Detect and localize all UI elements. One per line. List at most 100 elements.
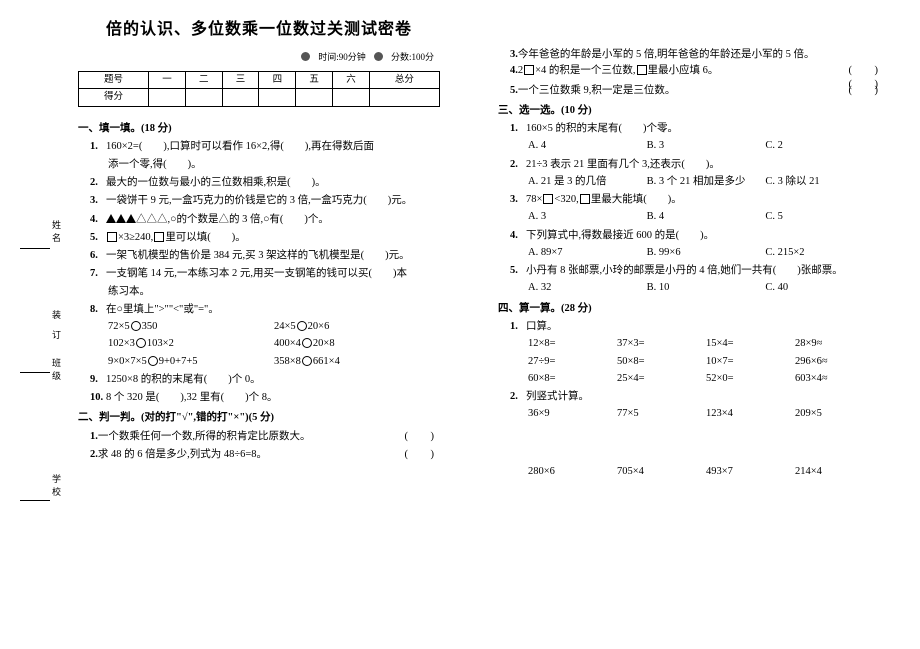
opt: A. 32: [528, 280, 647, 296]
c5-text: 小丹有 8 张邮票,小玲的邮票是小丹的 4 倍,她们一共有( )张邮票。: [526, 265, 843, 276]
score-table: 题号 一 二 三 四 五 六 总分 得分: [78, 71, 440, 107]
score-icon: [374, 52, 383, 61]
q4-text: △△△,○的个数是△的 3 倍,○有( )个。: [136, 214, 329, 225]
opt: A. 89×7: [528, 245, 647, 261]
c2-text: 21÷3 表示 21 里面有几个 3,还表示( )。: [526, 159, 720, 170]
vcalc-r2: 280×6705×4493×7214×4: [528, 464, 884, 480]
cell: 705×4: [617, 464, 706, 480]
opt: A. 3: [528, 209, 647, 225]
th: 五: [296, 71, 333, 89]
q8: 8.在○里填上">""<"或"="。: [90, 302, 440, 318]
box-icon: [543, 194, 553, 204]
j2: 2.求 48 的 6 倍是多少,列式为 48÷6=8。( ): [90, 447, 440, 463]
c3: 3.78×<320,里最大能填( )。: [510, 192, 884, 208]
q5: 5.×3≥240,里可以填( )。: [90, 230, 440, 246]
section-4-heading: 四、算一算。(28 分): [498, 301, 884, 317]
c2-opts: A. 21 是 3 的几倍B. 3 个 21 相加是多少C. 3 除以 21: [528, 174, 884, 190]
opt: C. 40: [765, 280, 884, 296]
expr: 72×5350: [108, 319, 274, 335]
c5: 5.小丹有 8 张邮票,小玲的邮票是小丹的 4 倍,她们一共有( )张邮票。: [510, 263, 884, 279]
meta-time: 时间:90分钟: [318, 52, 366, 62]
q7: 7.一支钢笔 14 元,一本练习本 2 元,用买一支钢笔的钱可以买( )本: [90, 266, 440, 282]
section-3-heading: 三、选一选。(10 分): [498, 103, 884, 119]
j5: 5.一个三位数乘 9,积一定是三位数。( ): [510, 83, 884, 99]
q5-text: ×3≥240,: [118, 232, 153, 243]
td: [369, 89, 439, 107]
q8-row3: 9×0×7×59+0+7+5 358×8661×4: [108, 354, 440, 370]
paren: ( ): [849, 63, 885, 79]
td: [185, 89, 222, 107]
opt: C. 2: [765, 138, 884, 154]
j4b: ×4 的积是一个三位数,: [535, 65, 635, 76]
box-icon: [154, 232, 164, 242]
box-icon: [524, 65, 534, 75]
c3b: <320,: [554, 194, 578, 205]
j2-text: 求 48 的 6 倍是多少,列式为 48÷6=8。: [98, 449, 267, 460]
cell: 603×4≈: [795, 371, 884, 387]
j4a: 2: [518, 65, 523, 76]
paren: ( ): [405, 447, 441, 463]
circle-icon: [131, 321, 141, 331]
grid-r1: 12×8=37×3=15×4=28×9≈: [528, 336, 884, 352]
q3-text: 一袋饼干 9 元,一盒巧克力的价钱是它的 3 倍,一盒巧克力( )元。: [106, 195, 412, 206]
opt: B. 3: [647, 138, 766, 154]
cell: 12×8=: [528, 336, 617, 352]
cell: 52×0=: [706, 371, 795, 387]
q2-text: 最大的一位数与最小的三位数相乘,积是( )。: [106, 177, 326, 188]
c4: 4.下列算式中,得数最接近 600 的是( )。: [510, 228, 884, 244]
c2: 2.21÷3 表示 21 里面有几个 3,还表示( )。: [510, 157, 884, 173]
expr: 400×420×8: [274, 336, 440, 352]
c3a: 78×: [526, 194, 542, 205]
q6-text: 一架飞机模型的售价是 384 元,买 3 架这样的飞机模型是( )元。: [106, 250, 410, 261]
j3: 3.今年爸爸的年龄是小军的 5 倍,明年爸爸的年龄还是小军的 5 倍。: [510, 47, 884, 63]
calc2: 2.列竖式计算。: [510, 389, 884, 405]
circle-icon: [297, 321, 307, 331]
cell: 296×6≈: [795, 354, 884, 370]
th: 题号: [79, 71, 149, 89]
cell: 10×7=: [706, 354, 795, 370]
cell: 15×4=: [706, 336, 795, 352]
opt: C. 5: [765, 209, 884, 225]
cell: 493×7: [706, 464, 795, 480]
q8-row2: 102×3103×2 400×420×8: [108, 336, 440, 352]
q9-text: 1250×8 的积的末尾有( )个 0。: [106, 374, 261, 385]
th: 三: [222, 71, 259, 89]
opt: B. 3 个 21 相加是多少: [647, 174, 766, 190]
cell: 123×4: [706, 406, 795, 422]
q3: 3.一袋饼干 9 元,一盒巧克力的价钱是它的 3 倍,一盒巧克力( )元。: [90, 193, 440, 209]
cell: 209×5: [795, 406, 884, 422]
q10-text: 8 个 320 是( ),32 里有( )个 8。: [106, 392, 278, 403]
th: 二: [185, 71, 222, 89]
th: 六: [333, 71, 370, 89]
cell: 28×9≈: [795, 336, 884, 352]
expr: 24×520×6: [274, 319, 440, 335]
section-2-heading: 二、判一判。(对的打"√",错的打"×")(5 分): [78, 410, 440, 426]
cell: 77×5: [617, 406, 706, 422]
td: [333, 89, 370, 107]
j1: 1.一个数乘任何一个数,所得的积肯定比原数大。( ): [90, 429, 440, 445]
cell: 214×4: [795, 464, 884, 480]
j4c: 里最小应填 6。: [648, 65, 719, 76]
th: 总分: [369, 71, 439, 89]
paren: ( ): [849, 83, 885, 99]
calc1-text: 口算。: [526, 321, 558, 332]
meta-score: 分数:100分: [391, 52, 434, 62]
q7-text: 一支钢笔 14 元,一本练习本 2 元,用买一支钢笔的钱可以买( )本: [106, 268, 407, 279]
cell: 37×3=: [617, 336, 706, 352]
box-icon: [580, 194, 590, 204]
box-icon: [107, 232, 117, 242]
q1: 1.160×2=( ),口算时可以看作 16×2,得( ),再在得数后面: [90, 139, 440, 155]
paren: ( ): [405, 429, 441, 445]
grid-r2: 27÷9=50×8=10×7=296×6≈: [528, 354, 884, 370]
q8-row1: 72×5350 24×520×6: [108, 319, 440, 335]
td: [149, 89, 186, 107]
c1-text: 160×5 的积的末尾有( )个零。: [526, 123, 678, 134]
cell: 36×9: [528, 406, 617, 422]
q10: 10.8 个 320 是( ),32 里有( )个 8。: [90, 390, 440, 406]
th: 四: [259, 71, 296, 89]
opt: B. 4: [647, 209, 766, 225]
expr: 358×8661×4: [274, 354, 440, 370]
circle-icon: [302, 338, 312, 348]
td: [222, 89, 259, 107]
q7b: 练习本。: [108, 284, 440, 300]
